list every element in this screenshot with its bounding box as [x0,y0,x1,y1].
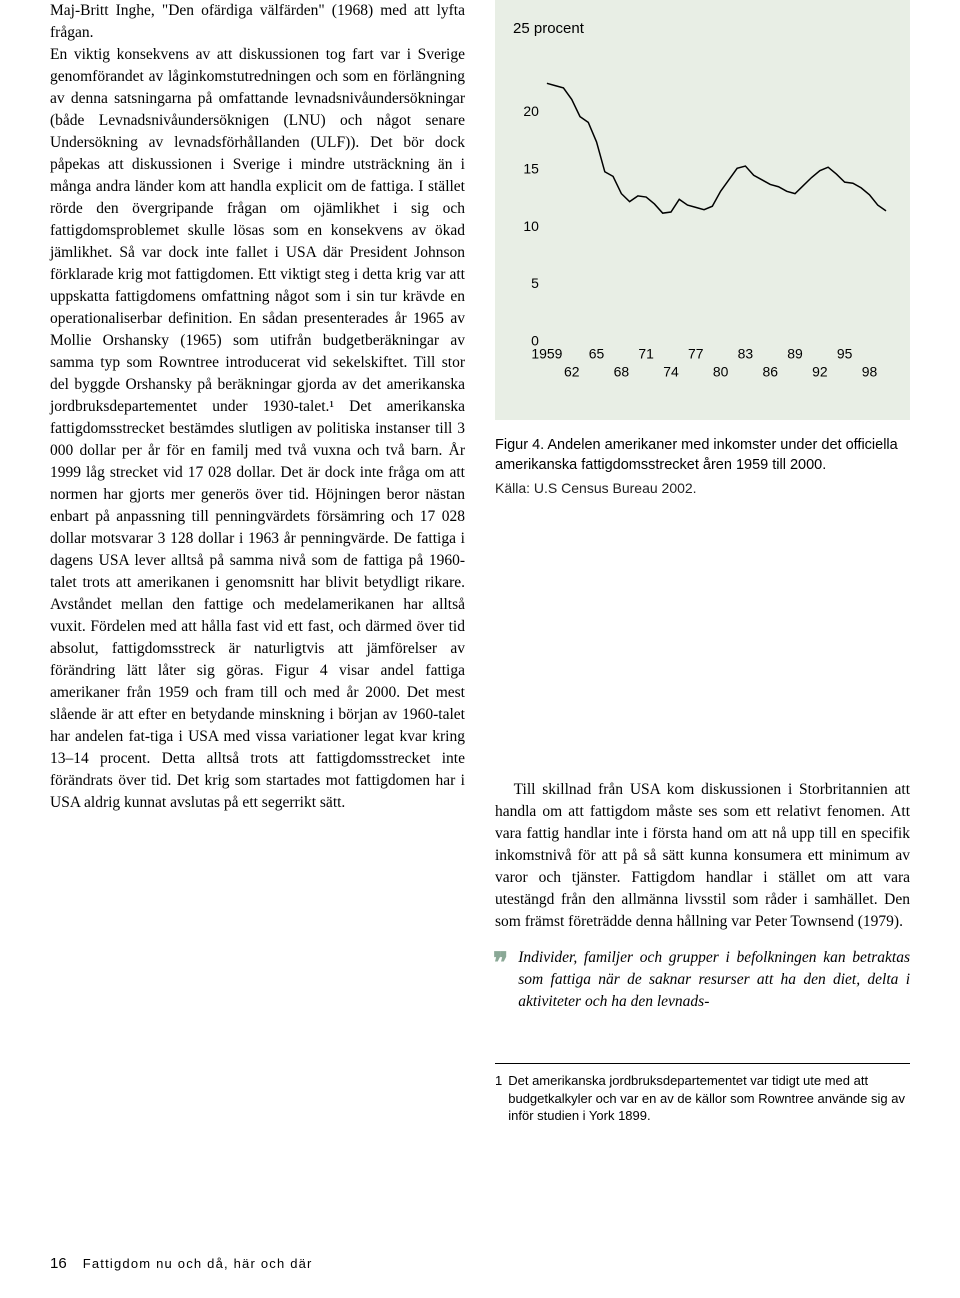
svg-text:86: 86 [762,364,778,380]
svg-text:15: 15 [523,161,539,177]
svg-text:10: 10 [523,218,539,234]
quote-text: Individer, familjer och grupper i befolk… [518,949,910,1010]
paragraph-townsend: Till skillnad från USA kom diskussionen … [495,779,910,933]
right-body-text: Till skillnad från USA kom diskussionen … [495,779,910,1013]
footnote-text: Det amerikanska jordbruksdepartementet v… [508,1072,910,1125]
svg-text:20: 20 [523,103,539,119]
body-text-left: Maj-Britt Inghe, "Den ofärdiga välfärden… [50,0,465,814]
svg-text:1959: 1959 [531,346,562,362]
svg-text:80: 80 [713,364,729,380]
svg-text:98: 98 [862,364,878,380]
svg-text:71: 71 [638,346,654,362]
blockquote: ❞ Individer, familjer och grupper i befo… [495,947,910,1013]
svg-text:68: 68 [614,364,630,380]
svg-text:77: 77 [688,346,704,362]
svg-text:74: 74 [663,364,679,380]
chart-caption: Figur 4. Andelen amerikaner med inkomste… [495,436,910,475]
left-column: Maj-Britt Inghe, "Den ofärdiga välfärden… [50,0,465,1125]
footnote-number: 1 [495,1072,502,1125]
footnote: 1 Det amerikanska jordbruksdepartementet… [495,1072,910,1125]
chart-y-title: 25 procent [513,18,892,39]
svg-text:92: 92 [812,364,828,380]
page-number: 16 [50,1255,67,1272]
footer-title: Fattigdom nu och då, här och där [83,1256,313,1271]
svg-text:83: 83 [738,346,754,362]
svg-text:62: 62 [564,364,580,380]
svg-text:5: 5 [531,276,539,292]
svg-text:89: 89 [787,346,803,362]
page-footer: 16 Fattigdom nu och då, här och där [50,1255,313,1272]
line-chart-svg: 05101520195965717783899562687480869298 [513,49,892,389]
quote-icon: ❞ [493,943,508,983]
figure-4-chart: 25 procent 05101520195965717783899562687… [495,0,910,420]
chart-source: Källa: U.S Census Bureau 2002. [495,479,910,499]
right-column: 25 procent 05101520195965717783899562687… [495,0,910,1125]
footnote-separator [495,1063,910,1064]
svg-text:95: 95 [837,346,853,362]
svg-text:65: 65 [589,346,605,362]
